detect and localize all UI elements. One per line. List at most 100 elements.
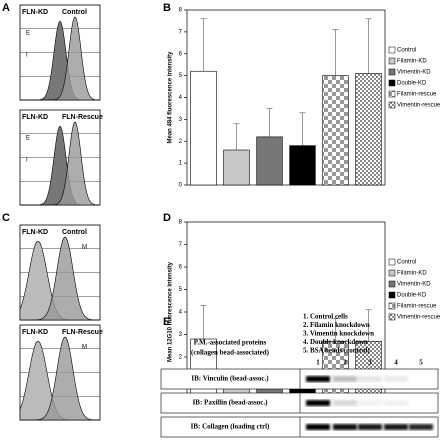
y-tick-label: 4 xyxy=(179,95,183,101)
blot-row xyxy=(160,368,439,390)
bar xyxy=(355,73,382,186)
gate-marker: I xyxy=(26,158,28,164)
bar xyxy=(190,70,217,186)
panel-letter: C xyxy=(2,212,10,224)
blot-band xyxy=(333,424,357,430)
blot-row xyxy=(160,392,439,414)
blot-band xyxy=(358,400,382,406)
lane-number: 3 xyxy=(368,359,372,367)
blot-row xyxy=(160,416,439,438)
lane-number: 4 xyxy=(394,359,398,367)
legend-swatch xyxy=(388,258,396,266)
y-tick-label: 8 xyxy=(179,220,183,226)
histogram-peak xyxy=(20,121,101,206)
blot-row-label: IB: Paxillin (bead-assoc.) xyxy=(193,399,269,407)
blot-row-label: IB: Vinculin (bead-assoc.) xyxy=(191,375,269,383)
blot-band xyxy=(409,424,433,430)
blot-band xyxy=(358,424,382,430)
y-tick-label: 3 xyxy=(179,117,183,123)
y-tick-label: 1 xyxy=(179,161,183,167)
legend-swatch xyxy=(388,101,396,109)
y-tick-label: 4 xyxy=(179,310,183,316)
y-tick-label: 7 xyxy=(179,29,183,35)
blot-band xyxy=(384,424,408,430)
y-tick-label: 6 xyxy=(179,51,183,57)
legend-label: Vimentin-KD xyxy=(397,282,431,288)
panel-letter: B xyxy=(163,2,171,14)
legend-swatch xyxy=(388,313,396,321)
legend-swatch xyxy=(388,269,396,277)
bar xyxy=(289,145,316,186)
blot-band xyxy=(333,400,357,406)
y-tick-label: 2 xyxy=(179,139,183,145)
legend-swatch xyxy=(388,291,396,299)
panel-letter: D xyxy=(163,212,171,224)
gate-marker: E xyxy=(26,136,30,142)
legend-label: Double-KD xyxy=(397,293,427,299)
lane-number: 5 xyxy=(419,359,423,367)
y-axis-label: Mean 484 fluorescence intensity xyxy=(168,51,174,144)
blot-heading: (collagen bead-associated) xyxy=(191,349,270,357)
histogram-peak xyxy=(20,236,101,321)
y-tick-label: 5 xyxy=(179,73,183,79)
y-tick-label: 7 xyxy=(179,242,183,248)
flow-label: FLN-KD xyxy=(22,114,48,121)
blot-band xyxy=(333,376,357,382)
legend-label: Vimentin-rescue xyxy=(397,315,440,321)
gate-marker: I xyxy=(26,53,28,59)
plot-frame xyxy=(186,9,386,186)
legend-label: Control xyxy=(397,48,416,54)
y-tick-label: 5 xyxy=(179,287,183,293)
blot-legend: 2. Filamin knockdown xyxy=(303,321,370,329)
blot-band xyxy=(306,424,330,430)
blot-legend: 1. Control cells xyxy=(303,313,348,321)
legend-label: Filamin-rescue xyxy=(397,304,437,310)
flow-label: FLN-Rescue xyxy=(62,329,103,336)
histogram-peak xyxy=(20,336,101,421)
y-tick-label: 8 xyxy=(179,8,183,14)
blot-band xyxy=(306,400,330,406)
flow-label: Control xyxy=(62,229,87,236)
lane-number: 2 xyxy=(343,359,347,367)
legend-label: Double-KD xyxy=(397,81,427,87)
legend-label: Vimentin-rescue xyxy=(397,103,440,109)
flow-label: FLN-KD xyxy=(22,9,48,16)
blot-row-label: IB: Collagen (loading ctrl) xyxy=(191,423,270,431)
blot-heading: P.M.-associated proteins xyxy=(194,339,267,347)
blot-band xyxy=(358,376,382,382)
legend-label: Control xyxy=(397,260,416,266)
y-tick-label: 6 xyxy=(179,265,183,271)
y-tick-label: 3 xyxy=(179,332,183,338)
blot-band xyxy=(384,376,408,382)
bar xyxy=(256,136,283,186)
legend-swatch xyxy=(388,280,396,288)
flow-label: FLN-Rescue xyxy=(62,114,103,121)
blot-legend: 5. BSA beads (control) xyxy=(303,347,370,355)
legend-label: Filamin-rescue xyxy=(397,92,437,98)
flow-label: FLN-KD xyxy=(22,229,48,236)
legend-swatch xyxy=(388,57,396,65)
y-axis-label: Mean 12G10 fluorescence intensity xyxy=(168,261,174,362)
legend-swatch xyxy=(388,302,396,310)
flow-label: FLN-KD xyxy=(22,329,48,336)
y-tick-label: 2 xyxy=(179,355,183,361)
gate-marker: E xyxy=(26,31,30,37)
legend-swatch xyxy=(388,79,396,87)
legend-label: Vimentin-KD xyxy=(397,70,431,76)
legend-label: Filamin-KD xyxy=(397,271,427,277)
blot-band xyxy=(384,400,408,406)
gate-marker: M xyxy=(82,345,87,351)
blot-legend: 3. Vimentin knockdown xyxy=(303,330,374,338)
legend-swatch xyxy=(388,68,396,76)
panel-letter: E xyxy=(163,316,170,328)
flow-label: Control xyxy=(62,9,87,16)
bar xyxy=(223,149,250,186)
bar xyxy=(322,75,349,186)
panel-letter: A xyxy=(2,2,10,14)
blot-legend: 4. Double knockdown xyxy=(303,338,368,346)
histogram-peak xyxy=(20,16,101,101)
gate-marker: M xyxy=(82,245,87,251)
y-tick-label: 0 xyxy=(179,183,183,189)
legend-swatch xyxy=(388,46,396,54)
